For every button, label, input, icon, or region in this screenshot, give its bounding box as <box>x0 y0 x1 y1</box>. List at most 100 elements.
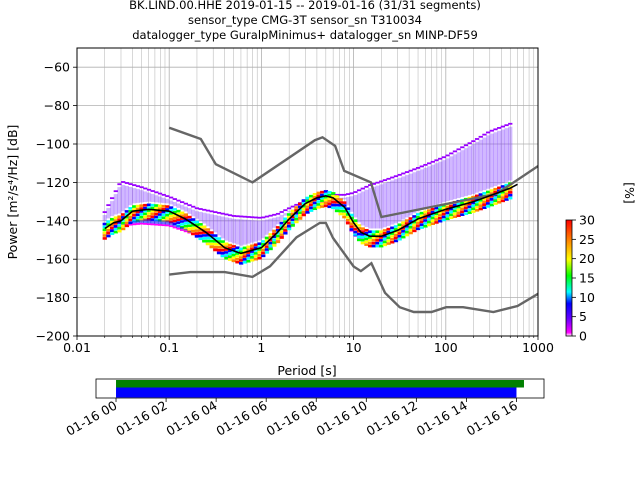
heatmap-cell <box>227 258 233 261</box>
heatmap-cell <box>301 212 306 215</box>
heatmap-cell <box>279 233 284 236</box>
plot-background <box>77 48 538 336</box>
heatmap-cell <box>390 240 395 244</box>
heatmap-cell <box>430 208 435 211</box>
heatmap-cell <box>504 189 509 193</box>
heatmap-cell <box>301 199 306 202</box>
heatmap-cell <box>113 194 118 215</box>
heatmap-cell <box>253 249 259 252</box>
coverage-tick-label: 01-16 04 <box>163 398 219 439</box>
heatmap-cell <box>191 232 196 236</box>
heatmap-cell <box>198 237 203 241</box>
heatmap-cell <box>253 257 259 261</box>
heatmap-cell <box>224 217 229 241</box>
heatmap-cell <box>102 237 107 240</box>
heatmap-cell <box>191 223 196 227</box>
heatmap-cell <box>183 202 188 205</box>
heatmap-cell <box>157 192 163 195</box>
heatmap-cell <box>430 216 435 220</box>
heatmap-cell <box>272 229 277 233</box>
heatmap-cell <box>246 251 251 254</box>
heatmap-cell <box>146 223 152 226</box>
heatmap-cell <box>379 230 384 233</box>
heatmap-cell <box>500 199 506 203</box>
heatmap-cell <box>172 223 177 227</box>
heatmap-cell <box>150 203 155 207</box>
heatmap-cell <box>183 222 188 225</box>
heatmap-cell <box>379 239 384 242</box>
heatmap-cell <box>456 208 461 212</box>
heatmap-cell <box>419 217 424 221</box>
heatmap-cell <box>497 186 502 190</box>
heatmap-cell <box>349 192 354 195</box>
heatmap-cell <box>415 224 421 228</box>
heatmap-cell <box>485 196 491 200</box>
heatmap-cell <box>382 232 388 235</box>
heatmap-cell <box>500 196 506 200</box>
heatmap-cell <box>375 236 380 239</box>
heatmap-cell <box>279 214 284 220</box>
heatmap-cell <box>493 187 498 191</box>
heatmap-cell <box>334 193 340 196</box>
heatmap-cell <box>176 221 181 224</box>
mean-line <box>104 183 518 255</box>
heatmap-cell <box>209 242 214 246</box>
heatmap-cell <box>128 209 133 213</box>
heatmap-cell <box>297 217 303 220</box>
heatmap-cell <box>375 244 380 248</box>
heatmap-cell <box>504 192 509 196</box>
heatmap-cell <box>283 220 288 224</box>
heatmap-cell <box>102 211 107 213</box>
heatmap-cell <box>342 204 347 207</box>
heatmap-cell <box>139 213 144 216</box>
heatmap-cell <box>342 215 347 219</box>
heatmap-cell <box>482 203 487 207</box>
heatmap-cell <box>456 148 461 151</box>
heatmap-cell <box>191 218 196 221</box>
heatmap-cell <box>275 216 281 225</box>
heatmap-cell <box>316 203 321 206</box>
heatmap-cell <box>415 170 421 212</box>
heatmap-cell <box>220 212 225 215</box>
heatmap-cell <box>154 209 159 213</box>
heatmap-cell <box>412 172 417 214</box>
heatmap-cell <box>231 248 236 251</box>
heatmap-cell <box>286 221 292 225</box>
y-axis-ticks: −200 −180 −160 −140 −120 −100 −80 −60 <box>36 60 77 344</box>
data-coverage-bar <box>116 380 524 388</box>
heatmap-cell <box>168 214 174 218</box>
heatmap-cell <box>323 201 329 205</box>
heatmap-cell <box>489 197 494 201</box>
heatmap-cell <box>132 210 137 214</box>
heatmap-cell <box>128 187 133 206</box>
heatmap-cell <box>128 207 133 210</box>
heatmap-cell <box>279 236 284 239</box>
heatmap-cell <box>106 226 111 229</box>
heatmap-cell <box>386 233 391 237</box>
heatmap-cell <box>109 220 115 224</box>
heatmap-cell <box>404 233 410 237</box>
heatmap-cell <box>474 194 480 198</box>
heatmap-cell <box>128 222 133 224</box>
heatmap-cell <box>320 196 325 200</box>
heatmap-cell <box>390 232 395 235</box>
heatmap-cell <box>323 192 329 196</box>
heatmap-cell <box>183 219 188 222</box>
heatmap-cell <box>309 194 314 198</box>
heatmap-cell <box>261 251 266 255</box>
title-line-3: datalogger_type GuralpMinimus+ datalogge… <box>132 28 478 42</box>
heatmap-cell <box>143 191 148 203</box>
heatmap-cell <box>393 230 399 234</box>
heatmap-cell <box>157 219 163 225</box>
heatmap-cell <box>157 207 163 211</box>
heatmap-cell <box>316 194 321 198</box>
heatmap-cell <box>176 227 181 230</box>
heatmap-cell <box>316 197 321 201</box>
heatmap-cell <box>438 161 443 204</box>
heatmap-cell <box>412 223 417 227</box>
heatmap-cell <box>452 209 458 213</box>
heatmap-cell <box>253 243 259 247</box>
heatmap-cell <box>220 248 225 252</box>
heatmap-cell <box>452 206 458 210</box>
heatmap-cell <box>191 205 196 208</box>
